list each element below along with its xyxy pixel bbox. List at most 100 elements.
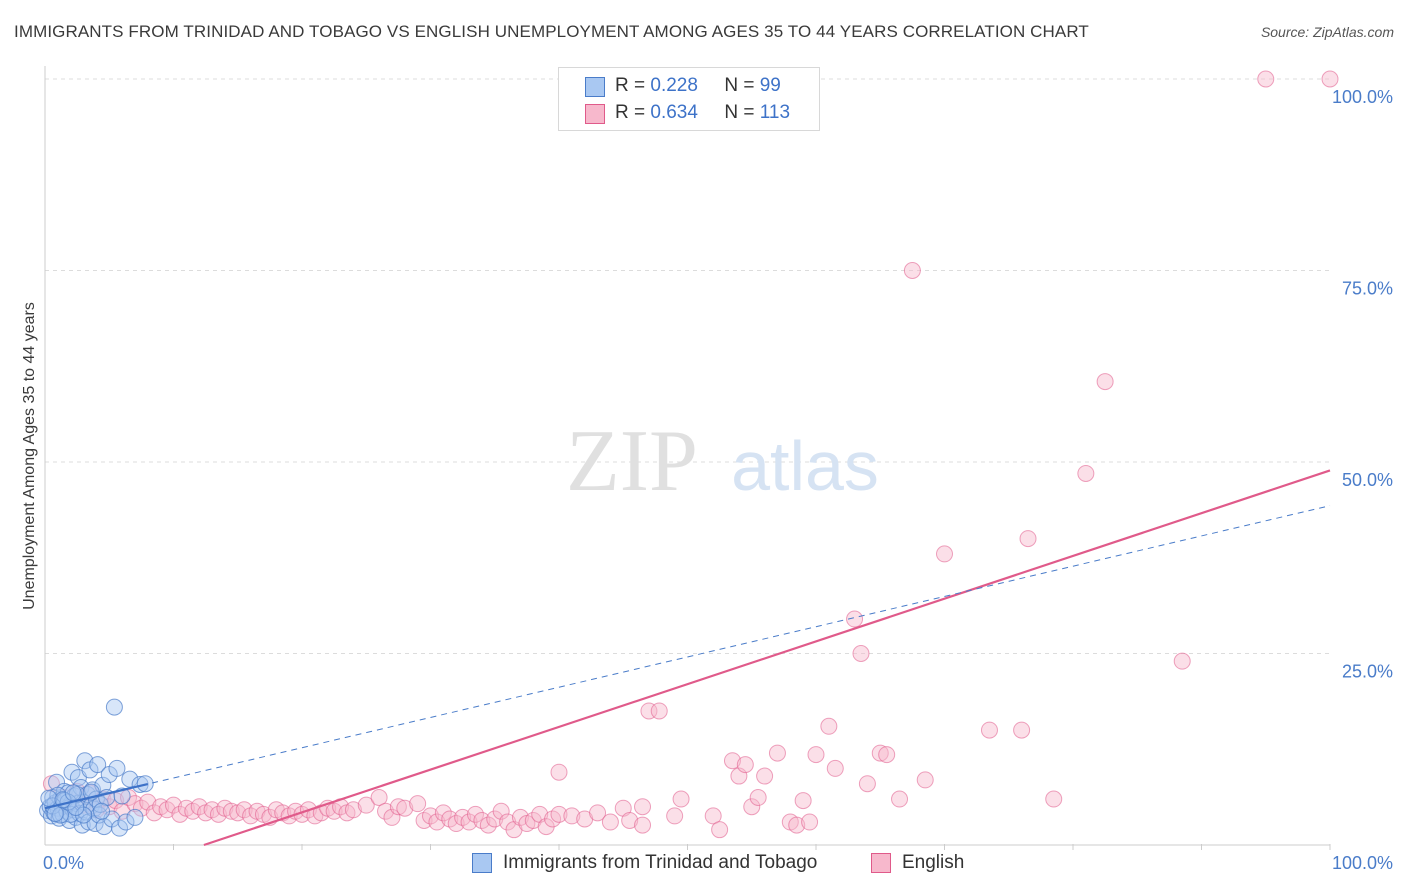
english-point [858, 775, 876, 793]
english-point [826, 759, 844, 777]
english-point [1013, 721, 1031, 739]
legend-n-value-english: 113 [759, 102, 791, 123]
english-point [666, 807, 684, 825]
english-point [878, 746, 896, 764]
x-tick-label: 100.0% [1332, 853, 1393, 873]
english-point [370, 789, 388, 807]
english-point [492, 802, 510, 820]
english-point [1077, 464, 1095, 482]
trinidad-point [93, 802, 111, 820]
trinidad-point [67, 798, 85, 816]
english-point [634, 816, 652, 834]
english-point [634, 798, 652, 816]
trinidad-point [111, 819, 129, 837]
english-point [756, 767, 774, 785]
english-point [903, 262, 921, 279]
english-point [132, 799, 150, 817]
legend-r-label: R = [615, 75, 646, 96]
english-point [165, 796, 182, 814]
trinidad-point [40, 789, 58, 807]
english-point [846, 610, 864, 628]
english-point [736, 756, 754, 774]
english-point [1096, 373, 1114, 391]
legend-r-value-english: 0.634 [650, 102, 698, 123]
english-point [1019, 530, 1037, 548]
english-point [466, 805, 484, 823]
bottom-legend-swatch-blue [472, 853, 492, 873]
english-point [434, 804, 452, 822]
english-point [743, 798, 761, 816]
english-point [171, 805, 189, 823]
trinidad-point [105, 698, 123, 716]
english-point [409, 795, 427, 813]
y-tick-label: 50.0% [1342, 470, 1393, 490]
trinidad-trend-line-solid [44, 782, 149, 810]
english-point [640, 702, 658, 720]
legend-r-value-trinidad: 0.228 [650, 75, 698, 96]
english-point [139, 793, 157, 811]
legend-swatch-blue [585, 77, 605, 97]
trinidad-point [91, 795, 109, 813]
english-point [1257, 70, 1275, 88]
english-point [801, 813, 819, 831]
trinidad-point [108, 759, 126, 777]
english-point [589, 804, 607, 822]
english-point [916, 771, 934, 789]
english-point [563, 807, 581, 825]
english-point [396, 799, 414, 817]
english-point [980, 721, 998, 739]
legend-swatch-pink [585, 104, 605, 124]
english-point [1321, 70, 1339, 88]
english-point [377, 802, 395, 820]
english-point [383, 808, 401, 826]
watermark: ZIP atlas [566, 413, 879, 510]
english-point [479, 816, 497, 834]
english-point [936, 545, 953, 563]
legend-n-label: N = [724, 75, 755, 96]
bottom-legend-swatch-pink [871, 853, 891, 873]
english-point [768, 744, 786, 762]
y-tick-label: 75.0% [1342, 279, 1393, 299]
english-point [389, 798, 407, 816]
english-point [704, 807, 722, 825]
english-point [550, 763, 568, 781]
legend-n-label: N = [724, 102, 755, 123]
english-point [511, 808, 529, 826]
english-point [447, 815, 465, 833]
trinidad-point [64, 784, 82, 802]
english-point [723, 752, 741, 770]
english-point [871, 744, 889, 762]
english-point [788, 816, 806, 834]
english-point [672, 790, 690, 808]
bottom-legend-label-english: English [902, 852, 965, 873]
trinidad-trend-line-dashed [44, 505, 1331, 809]
axes [44, 66, 1330, 846]
trinidad-point [76, 752, 94, 770]
english-point [794, 792, 812, 810]
tick-labels: 25.0% 50.0% 75.0% 100.0% 0.0% 100.0% [43, 87, 1393, 873]
english-point [650, 702, 668, 720]
trinidad-point [121, 770, 139, 788]
english-point [209, 805, 227, 823]
legend-n-value-trinidad: 99 [759, 75, 781, 96]
english-point [235, 801, 253, 819]
english-point [357, 796, 375, 814]
english-point [344, 801, 362, 819]
english-point [222, 802, 240, 820]
english-point [428, 813, 446, 831]
english-point [1173, 652, 1191, 670]
source-credit: Source: ZipAtlas.com [1260, 24, 1394, 40]
trinidad-points [39, 698, 154, 837]
english-point [601, 813, 619, 831]
english-point [550, 805, 568, 823]
watermark-zip: ZIP [566, 413, 698, 510]
y-tick-label: 100.0% [1332, 87, 1393, 107]
english-point [820, 717, 838, 735]
stats-legend: R = 0.228 N = 99 R = 0.634 N = 113 [558, 67, 820, 131]
english-point [145, 804, 163, 822]
trinidad-point [126, 808, 144, 826]
english-point [621, 811, 639, 829]
english-point [711, 821, 729, 839]
chart-title: IMMIGRANTS FROM TRINIDAD AND TOBAGO VS E… [14, 22, 1089, 41]
